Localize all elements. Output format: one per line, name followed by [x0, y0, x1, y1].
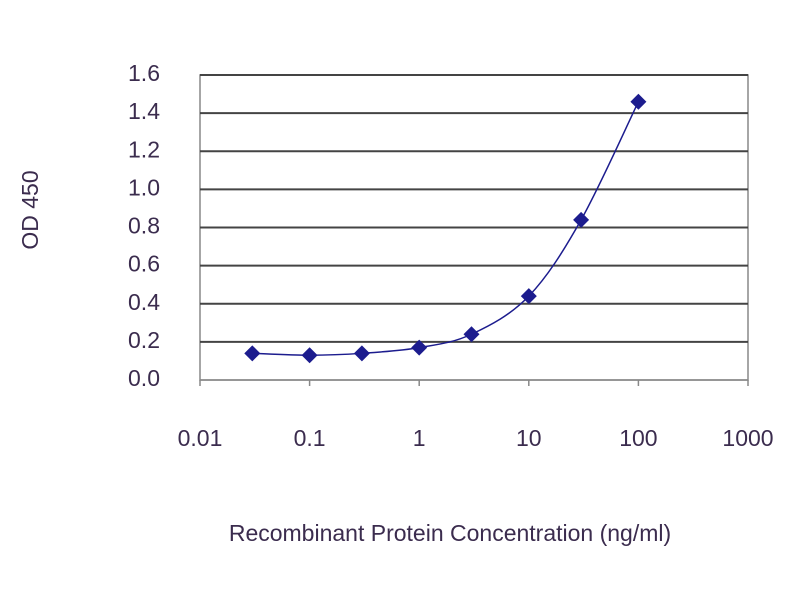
y-tick-label: 1.4	[128, 98, 160, 124]
y-tick-label: 0.6	[128, 251, 160, 277]
point	[520, 288, 537, 305]
point	[573, 211, 590, 228]
y-tick-label: 0.0	[128, 365, 160, 391]
y-tick-label: 1.2	[128, 136, 160, 162]
x-tick-label: 100	[619, 425, 657, 451]
y-tick-label: 0.8	[128, 213, 160, 239]
x-tick-label: 10	[516, 425, 542, 451]
x-tick-label: 0.1	[294, 425, 326, 451]
x-tick-label: 1	[413, 425, 426, 451]
y-axis-label: OD 450	[17, 170, 43, 249]
y-tick-label: 1.6	[128, 60, 160, 86]
point	[463, 326, 480, 343]
point	[411, 339, 428, 356]
point	[301, 347, 318, 364]
x-axis-label: Recombinant Protein Concentration (ng/ml…	[229, 520, 671, 546]
point	[630, 93, 647, 110]
y-tick-label: 0.4	[128, 289, 160, 315]
y-tick-label: 1.0	[128, 174, 160, 200]
x-tick-label: 0.01	[178, 425, 223, 451]
x-tick-label: 1000	[722, 425, 773, 451]
point	[353, 345, 370, 362]
point	[244, 345, 261, 362]
y-tick-label: 0.2	[128, 327, 160, 353]
